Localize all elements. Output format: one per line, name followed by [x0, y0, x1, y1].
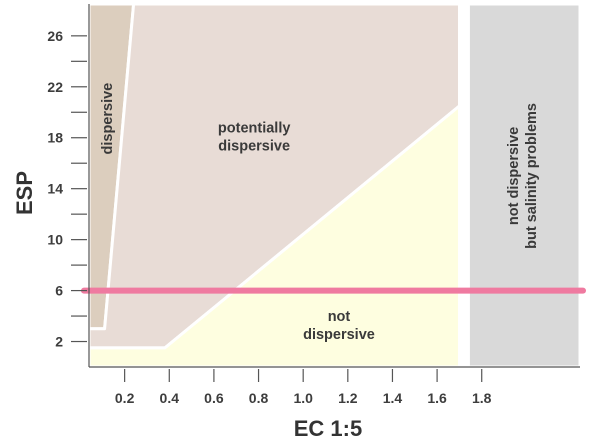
y-axis-title: ESP	[12, 171, 37, 215]
region-label-line: dispersive	[218, 138, 290, 154]
x-tick-label: 0.8	[249, 390, 269, 406]
region-label-dispersive: dispersive	[100, 83, 116, 155]
region-labels: dispersive potentially dispersive not disper…	[100, 83, 540, 343]
region-label-line: not dispersive	[506, 127, 522, 225]
x-tick-label: 1.6	[427, 390, 447, 406]
x-tick-label: 1.0	[293, 390, 313, 406]
region-label-not-dispersive: not dispersive	[303, 309, 375, 343]
y-tick-label: 26	[47, 28, 63, 44]
x-tick-label: 0.6	[204, 390, 224, 406]
region-label-potentially-dispersive: potentially dispersive	[218, 120, 291, 154]
region-label-not-dispersive-but-salinity-problems: not dispersive but salinity problems	[506, 103, 540, 249]
y-tick-label: 18	[47, 130, 63, 146]
x-tick-label: 1.4	[383, 390, 403, 406]
x-axis-title: EC 1:5	[294, 416, 362, 441]
region-label-line: potentially	[218, 120, 291, 136]
x-tick-label: 0.4	[160, 390, 180, 406]
y-tick-label: 10	[47, 232, 63, 248]
y-tick-label: 14	[47, 181, 63, 197]
x-tick-label: 0.2	[115, 390, 135, 406]
region-label-line: dispersive	[303, 327, 375, 343]
region-label-line: not	[328, 309, 351, 325]
chart-axes	[88, 4, 580, 368]
x-tick-label: 1.8	[472, 390, 492, 406]
y-tick-label: 6	[55, 283, 63, 299]
region-label-line: but salinity problems	[524, 103, 540, 249]
y-tick-label: 22	[47, 79, 63, 95]
x-axis-ticks: 0.2 0.4 0.6 0.8 1.0 1.2 1.4 1.6 1.8	[115, 369, 492, 406]
x-tick-label: 1.2	[338, 390, 358, 406]
region-label-line: dispersive	[100, 83, 116, 155]
y-tick-label: 2	[55, 334, 63, 350]
